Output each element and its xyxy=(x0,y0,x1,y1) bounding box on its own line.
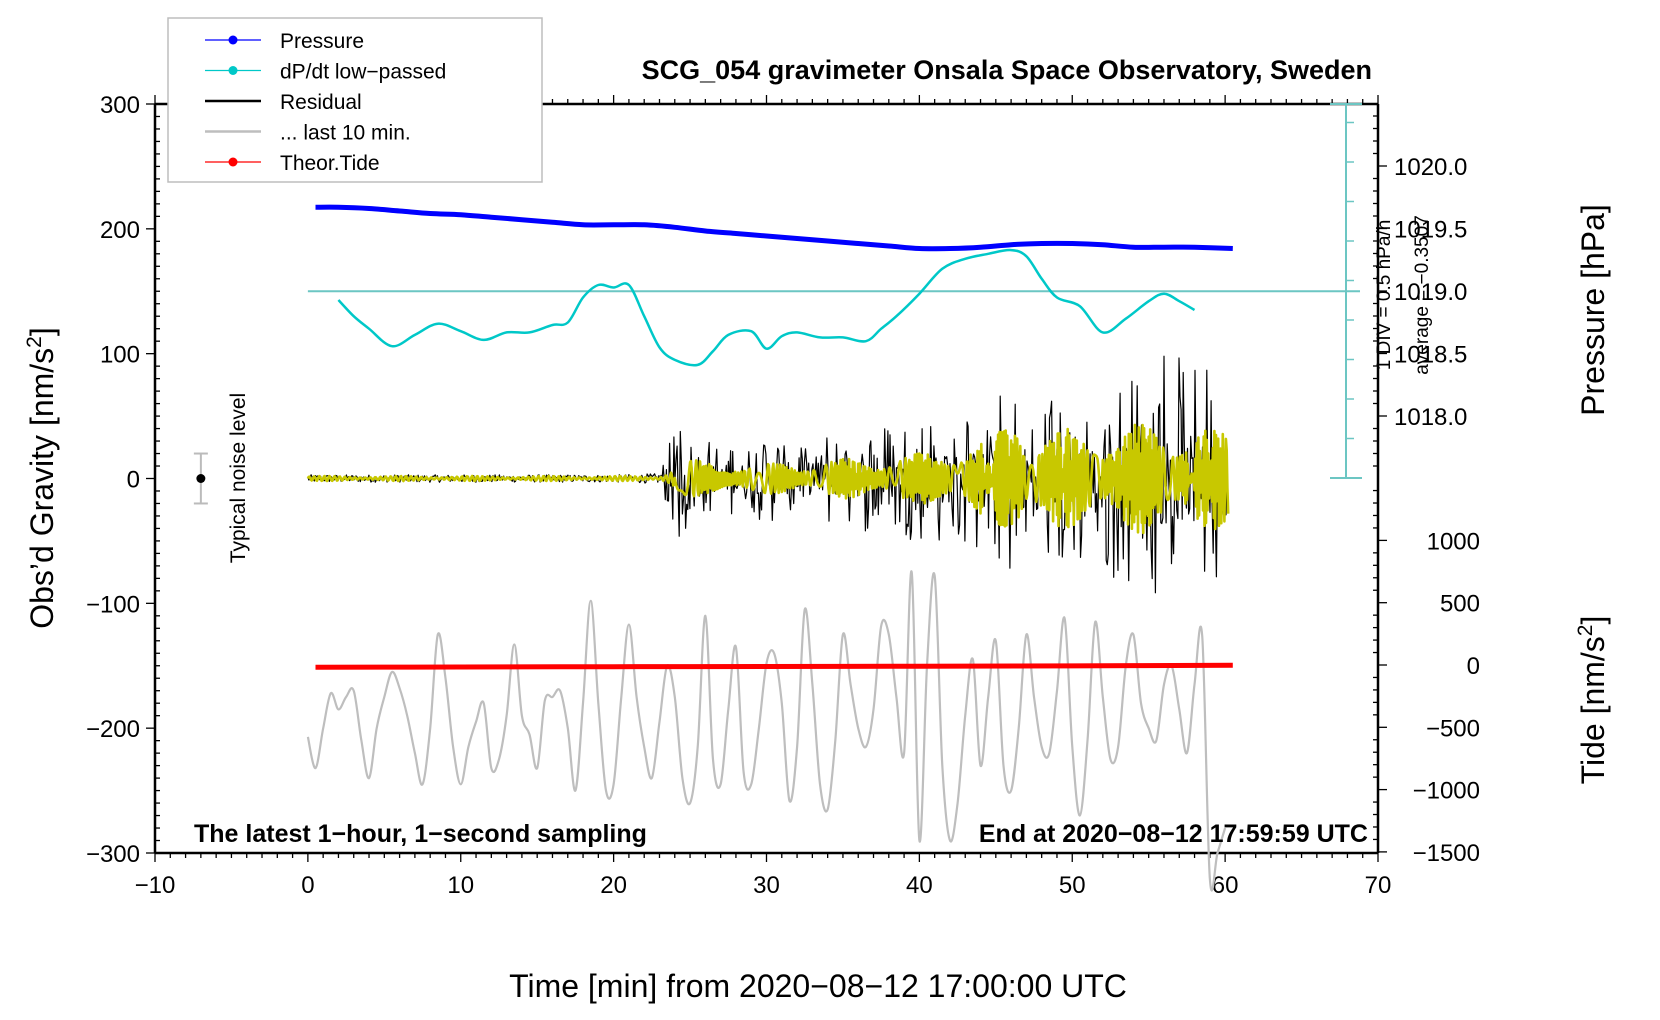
legend-entries: Pressure dP/dt low−passed Residual ... last… xyxy=(205,30,446,175)
legend-label: dP/dt low−passed xyxy=(280,61,446,84)
legend-label: ... last 10 min. xyxy=(280,122,411,145)
x-tick-label: 0 xyxy=(301,872,314,899)
y-left-tick-label: −200 xyxy=(86,716,140,743)
axis-title-text: ] xyxy=(24,327,60,336)
series-layer xyxy=(306,204,1233,892)
legend-label: Pressure xyxy=(280,30,364,53)
legend-label: Residual xyxy=(280,91,362,114)
y-axis-title-left: Obs’d Gravity [nm/s2] xyxy=(23,327,60,629)
y-left-tick-label: 0 xyxy=(127,467,140,494)
x-tick-label: 20 xyxy=(600,872,627,899)
axis-ticks xyxy=(146,95,1387,862)
y-axis-title-tide: Tide [nm/s2] xyxy=(1574,616,1611,785)
y-axis-title-pressure: Pressure [hPa] xyxy=(1575,204,1611,416)
sampling-note: The latest 1−hour, 1−second sampling xyxy=(194,820,647,848)
x-tick-label: −10 xyxy=(135,872,176,899)
legend-marker xyxy=(228,35,238,45)
legend-entry: ... last 10 min. xyxy=(205,122,411,145)
y-pressure-tick-labels: 1020.0 1019.5 1019.0 1018.5 1018.0 xyxy=(1394,154,1467,431)
legend: Pressure dP/dt low−passed Residual ... last… xyxy=(167,17,543,183)
y-left-tick-label: 100 xyxy=(100,342,140,369)
chart-title: SCG_054 gravimeter Onsala Space Observat… xyxy=(642,55,1372,85)
noise-level-bar xyxy=(193,452,208,505)
x-tick-label: 70 xyxy=(1365,872,1392,899)
legend-entry: Pressure xyxy=(205,30,364,53)
series-residual-filtered xyxy=(306,423,1230,535)
axis-title-superscript: 2 xyxy=(23,336,46,348)
axis-title-superscript: 2 xyxy=(1574,625,1597,637)
legend-entry: dP/dt low−passed xyxy=(205,61,446,84)
y-axis-title-tide-text: Tide [nm/s2] xyxy=(1574,616,1611,785)
y-tide-tick-label: −500 xyxy=(1426,715,1480,742)
series-pressure xyxy=(315,204,1233,252)
legend-entry: Theor.Tide xyxy=(205,152,380,175)
y-tide-tick-label: 0 xyxy=(1467,653,1480,680)
y-tide-tick-label: −1000 xyxy=(1413,778,1480,805)
axis-title-text: Tide [nm/s xyxy=(1575,636,1611,784)
series-theor-tide xyxy=(315,662,1233,670)
noise-level-label: Typical noise level xyxy=(227,393,250,563)
x-tick-label: 30 xyxy=(753,872,780,899)
series-dpdt xyxy=(337,248,1196,367)
x-tick-label: 10 xyxy=(447,872,474,899)
legend-label: Theor.Tide xyxy=(280,152,380,175)
legend-entry: Residual xyxy=(205,91,362,114)
y-left-tick-label: −300 xyxy=(86,841,140,868)
y-left-tick-label: 300 xyxy=(100,92,140,119)
noise-bar-dot xyxy=(196,474,206,483)
dpdt-scale-label: 1 DIV = 0.5 hPa/h xyxy=(1374,220,1395,371)
dpdt-scale xyxy=(307,103,1362,479)
x-axis-title: Time [min] from 2020−08−12 17:00:00 UTC xyxy=(509,968,1127,1004)
y-pressure-tick-label: 1018.0 xyxy=(1394,404,1467,431)
x-tick-labels: −10 0 10 20 30 40 50 60 70 xyxy=(135,872,1392,899)
legend-marker xyxy=(228,157,238,167)
y-tide-tick-label: −1500 xyxy=(1413,840,1480,867)
y-axis-title-left-text: Obs’d Gravity [nm/s2] xyxy=(23,327,60,629)
x-tick-label: 50 xyxy=(1059,872,1086,899)
y-pressure-tick-label: 1019.0 xyxy=(1394,279,1467,306)
axis-title-text: ] xyxy=(1575,616,1611,625)
x-tick-label: 40 xyxy=(906,872,933,899)
y-left-tick-label: 200 xyxy=(100,217,140,244)
y-tide-tick-label: 500 xyxy=(1440,591,1480,618)
y-tide-tick-labels: 1000 500 0 −500 −1000 −1500 xyxy=(1413,528,1480,867)
dpdt-average-label: average = −0.3507 xyxy=(1412,215,1433,375)
axis-title-text: Obs’d Gravity [nm/s xyxy=(24,348,60,629)
y-left-tick-label: −100 xyxy=(86,591,140,618)
y-pressure-tick-label: 1020.0 xyxy=(1394,154,1467,181)
end-time-note: End at 2020−08−12 17:59:59 UTC xyxy=(979,820,1368,848)
y-left-tick-labels: 300 200 100 0 −100 −200 −300 xyxy=(86,92,140,868)
legend-marker xyxy=(228,66,238,75)
y-pressure-tick-label: 1018.5 xyxy=(1394,342,1467,369)
x-tick-label: 60 xyxy=(1212,872,1239,899)
series-last-10-min xyxy=(306,570,1227,892)
y-tide-tick-label: 1000 xyxy=(1427,528,1480,555)
y-pressure-tick-label: 1019.5 xyxy=(1394,217,1467,244)
